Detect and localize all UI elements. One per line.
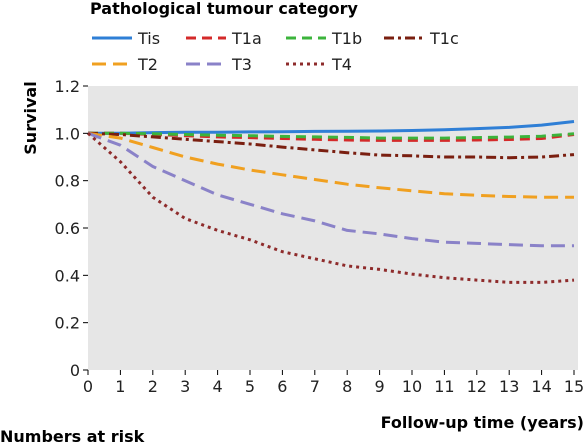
x-tick-label: 2 [148, 377, 158, 396]
x-tick-label: 14 [531, 377, 551, 396]
y-tick-label: 0.8 [55, 172, 80, 191]
y-tick-label: 0 [70, 361, 80, 380]
y-axis: 0 0.2 0.4 0.6 0.8 1.0 1.2 [55, 77, 88, 380]
x-tick-label: 1 [115, 377, 125, 396]
legend-label-t4: T4 [331, 55, 352, 74]
legend-label-t2: T2 [137, 55, 158, 74]
series-line-t4 [87, 132, 575, 284]
x-tick-label: 7 [310, 377, 320, 396]
legend-label-t3: T3 [231, 55, 252, 74]
x-tick-label: 11 [434, 377, 454, 396]
legend-label-t1b: T1b [331, 29, 362, 48]
x-tick-label: 12 [467, 377, 487, 396]
legend-label-t1c: T1c [429, 29, 459, 48]
legend-label-tis: Tis [137, 29, 160, 48]
series-line-tis [88, 120, 575, 135]
series-line-t3 [87, 131, 574, 248]
x-axis-label: Follow-up time (years) [381, 413, 584, 432]
y-tick-label: 0.4 [55, 266, 80, 285]
x-axis: 0 1 2 3 4 5 6 7 8 9 10 11 12 13 14 15 [83, 370, 584, 396]
legend-title: Pathological tumour category [90, 0, 359, 18]
y-tick-label: 0.2 [55, 314, 80, 333]
numbers-at-risk-label: Numbers at risk [0, 427, 145, 444]
x-tick-label: 10 [402, 377, 422, 396]
y-tick-label: 0.6 [55, 219, 80, 238]
legend: Tis T1a T1b T1c T2 T3 T4 [92, 29, 459, 74]
series-line-t2 [87, 131, 574, 199]
series-line-t1c [87, 131, 575, 160]
series-line-t1b [88, 131, 575, 140]
x-tick-label: 8 [342, 377, 352, 396]
y-tick-label: 1.0 [55, 124, 80, 143]
x-tick-label: 0 [83, 377, 93, 396]
y-axis-label: Survival [21, 81, 40, 154]
x-tick-label: 6 [277, 377, 287, 396]
x-tick-label: 3 [180, 377, 190, 396]
x-tick-label: 9 [375, 377, 385, 396]
x-tick-label: 13 [499, 377, 519, 396]
x-tick-label: 5 [245, 377, 255, 396]
x-tick-label: 15 [564, 377, 584, 396]
x-tick-label: 4 [213, 377, 223, 396]
legend-label-t1a: T1a [231, 29, 262, 48]
y-tick-label: 1.2 [55, 77, 80, 96]
series-group [87, 120, 575, 284]
